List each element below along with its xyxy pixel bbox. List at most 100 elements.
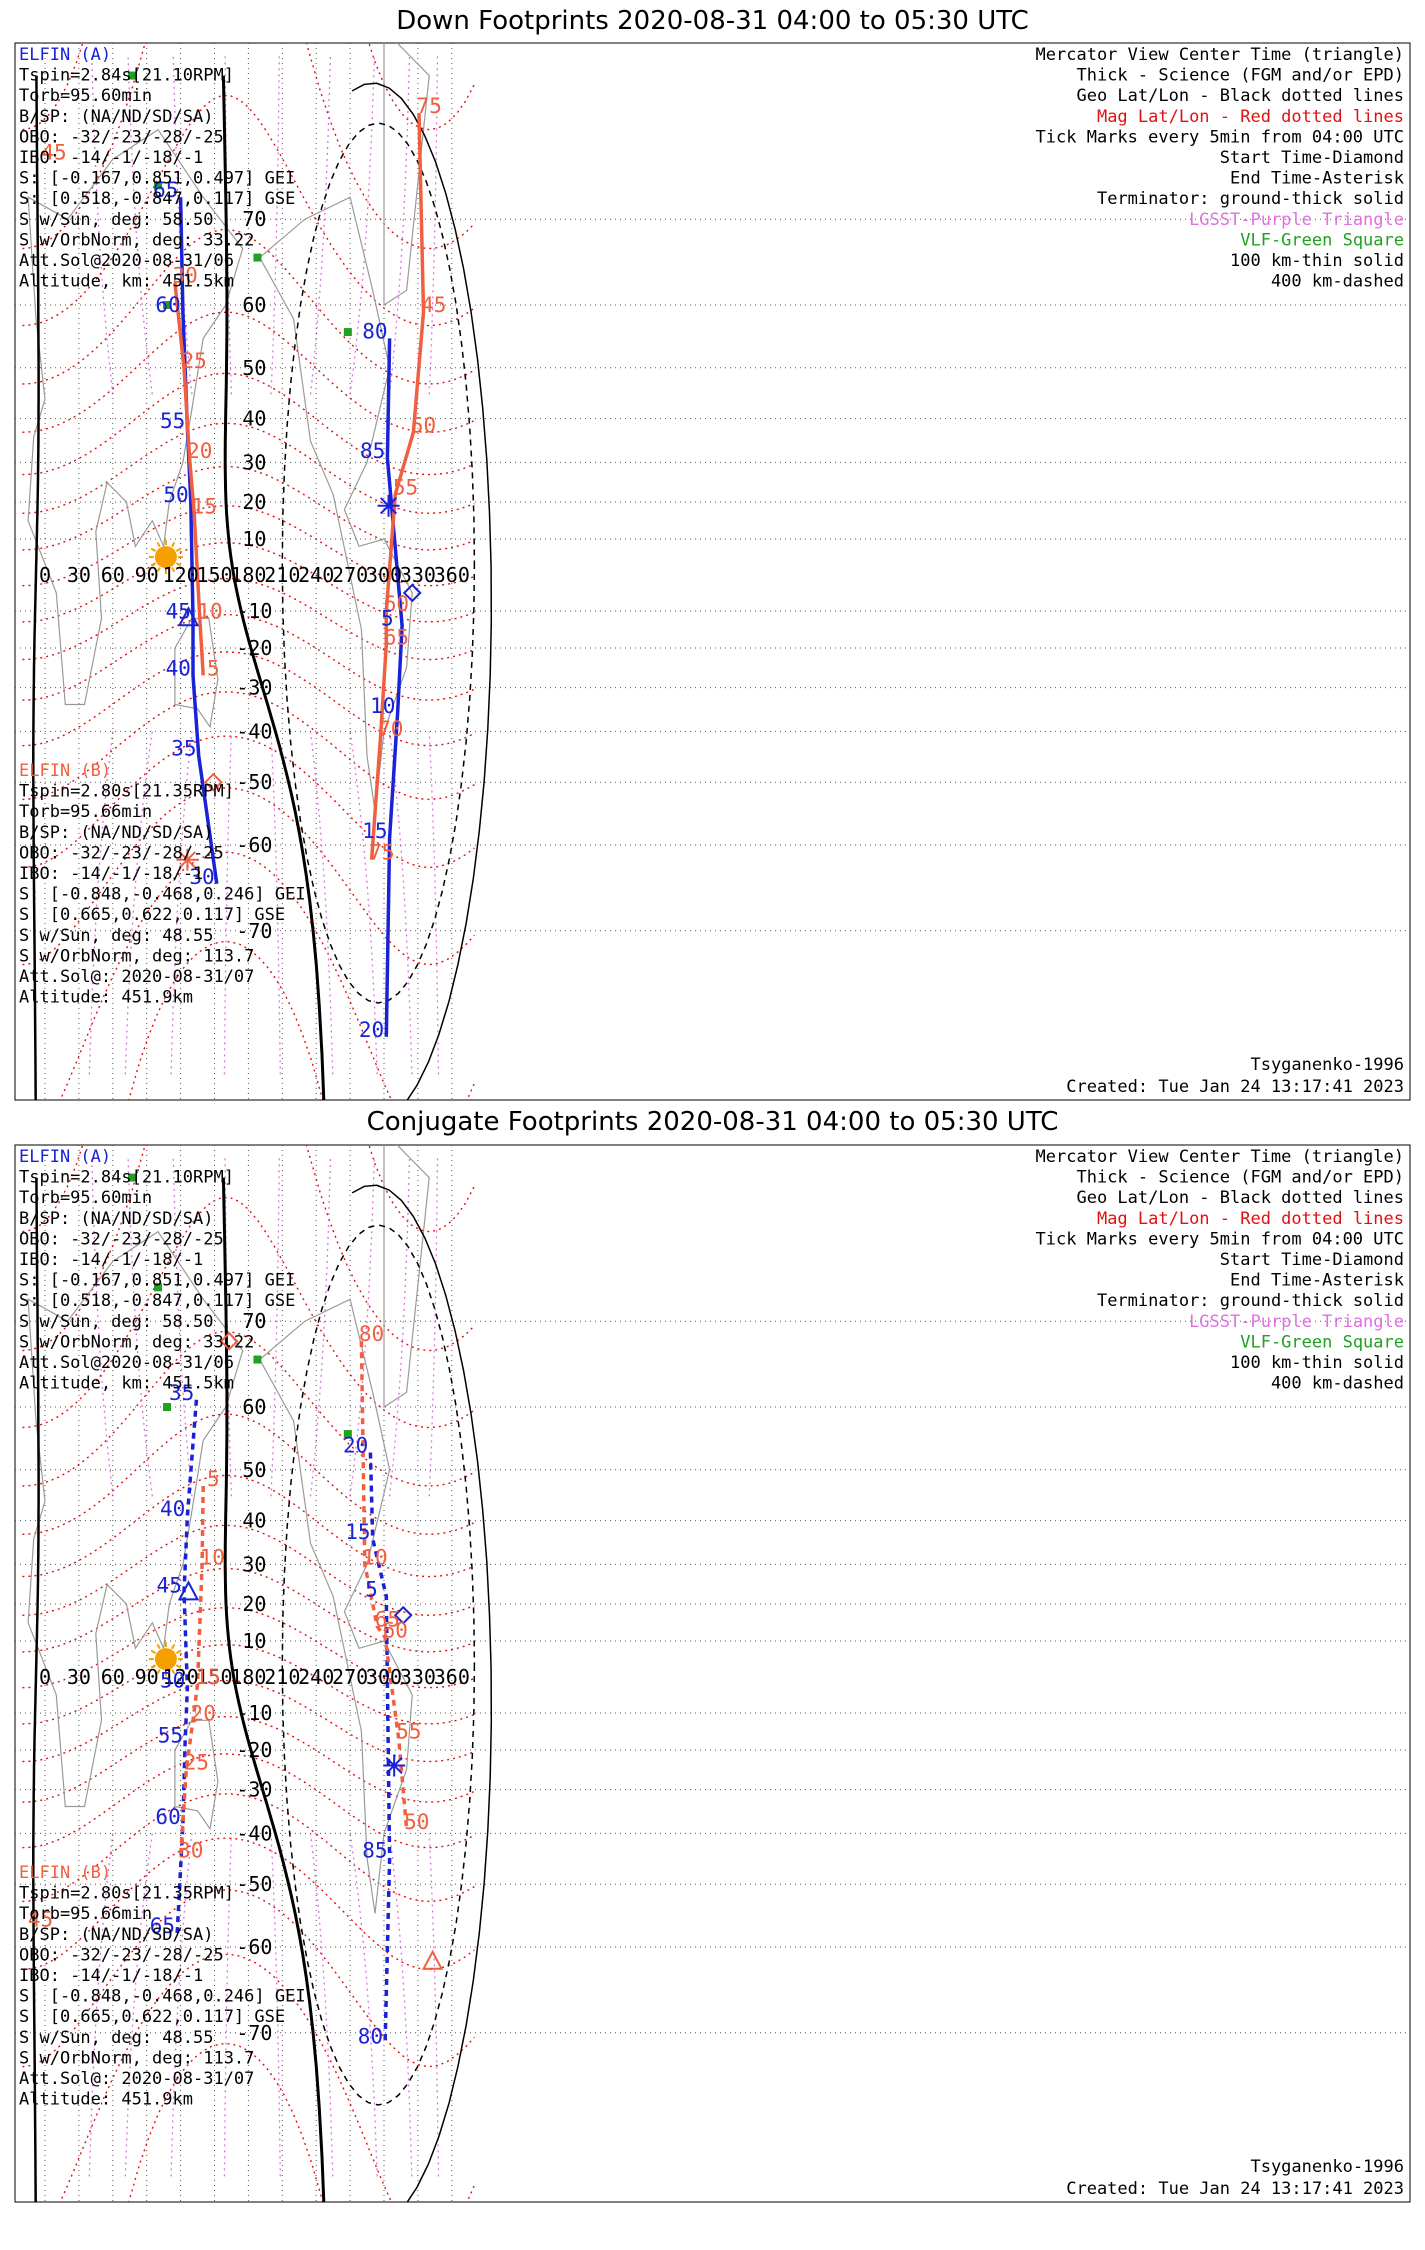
elfin-a-track	[178, 197, 219, 885]
lat-label: -30	[236, 676, 272, 700]
mag-lat-line	[22, 311, 475, 434]
legend-item: LGSST-Purple Triangle	[1189, 1312, 1404, 1332]
lon-label: 0	[39, 563, 51, 587]
mag-lat-line	[22, 465, 475, 551]
legend-item: Mag Lat/Lon - Red dotted lines	[1097, 107, 1404, 127]
map-frame	[14, 42, 1411, 1101]
sun-ray	[175, 1649, 182, 1654]
legend-item: End Time-Asterisk	[1230, 169, 1404, 189]
mag-lat-line	[22, 43, 475, 250]
mag-lat-line	[22, 1889, 475, 2068]
coastline	[383, 43, 430, 307]
lat-label: 70	[242, 207, 266, 231]
elfin-a-info: IBO: -14/-1/-18/-1	[19, 148, 203, 168]
mag-lat-label: 30	[172, 264, 197, 288]
terminator-ground	[221, 1177, 326, 2202]
elfin-a-info: Altitude, km: 451.5km	[19, 272, 234, 292]
legend-item: Mercator View Center Time (triangle)	[1036, 1147, 1404, 1167]
coastline	[258, 196, 413, 812]
lat-label: -70	[236, 919, 272, 943]
elfin-b-info: Altitude: 451.9km	[19, 2090, 193, 2110]
track-tick-label: 65	[153, 178, 178, 202]
created-timestamp: Created: Tue Jan 24 13:17:41 2023	[1066, 1077, 1404, 1097]
elfin-b-info: S w/OrbNorm, deg: 113.7	[19, 946, 254, 966]
elfin-b-info: Tspin=2.80s[21.35RPM]	[19, 1884, 234, 1904]
lat-label: 10	[242, 527, 266, 551]
sun-ray	[171, 1668, 176, 1675]
asterisk-stroke	[380, 497, 398, 515]
elfin-b-track	[173, 282, 205, 676]
legend-item: Terminator: ground-thick solid	[1097, 1291, 1404, 1311]
mag-lat-label: 15	[195, 1665, 220, 1689]
elfin-b-name: ELFIN (B)	[19, 1863, 111, 1883]
mag-lat-line	[22, 95, 475, 327]
mag-lon-line	[124, 731, 153, 1075]
mag-lon-line	[170, 731, 193, 1075]
elfin-b-info: S: [-0.848,-0.468,0.246] GEI	[19, 885, 306, 905]
sun-ray	[171, 541, 176, 548]
legend-item: Mercator View Center Time (triangle)	[1036, 45, 1404, 65]
terminator-100km	[351, 1184, 493, 2202]
legend-item: Thick - Science (FGM and/or EPD)	[1076, 66, 1404, 86]
legend-item: VLF-Green Square	[1240, 230, 1404, 250]
track-tick-label: 5	[365, 1577, 378, 1601]
elfin-a-info: Torb=95.60min	[19, 1188, 152, 1208]
elfin-a-info: S: [-0.167,0.851,0.497] GEI	[19, 169, 295, 189]
elfin-a-info: S w/Sun, deg: 58.50	[19, 210, 213, 230]
elfin-a-info: S: [0.518,-0.847,0.117] GSE	[19, 1291, 295, 1311]
elfin-b-info: B/SP: (NA/ND/SD/SA)	[19, 823, 213, 843]
sun-disk	[154, 546, 177, 569]
map-panel-down	[14, 42, 1411, 1101]
map-content	[15, 43, 1410, 1100]
sun-icon	[148, 540, 183, 575]
mag-lat-label: 60	[384, 592, 409, 616]
lat-label: -50	[236, 1872, 272, 1896]
legend-item: 400 km-dashed	[1271, 1374, 1404, 1394]
mag-lat-label: 5	[207, 656, 220, 680]
lon-label: 0	[39, 1665, 51, 1689]
track-tick-label: 65	[150, 1914, 175, 1938]
mag-lat-line	[22, 422, 475, 515]
lon-label: 60	[101, 563, 125, 587]
track-tick-label: 10	[370, 694, 395, 718]
lon-label: 240	[298, 1665, 334, 1689]
track-tick-label: 20	[359, 1018, 384, 1042]
sun-ray	[156, 566, 161, 573]
track-tick-label: 80	[362, 319, 387, 343]
elfin-a-info: Torb=95.60min	[19, 86, 152, 106]
mag-lat-label: 25	[184, 1750, 209, 1774]
elfin-b-info: Torb=95.66min	[19, 802, 152, 822]
model-name: Tsyganenko-1996	[1250, 2157, 1404, 2177]
track-tick-label: 85	[360, 439, 385, 463]
lat-label: 50	[242, 356, 266, 380]
lat-label: 20	[242, 490, 266, 514]
sun-ray	[150, 562, 157, 567]
green-square-icon	[253, 1355, 262, 1364]
lat-label: 70	[242, 1309, 266, 1333]
lat-label: 40	[242, 1509, 266, 1533]
elfin-a-track	[384, 338, 404, 1037]
mag-lat-label: 55	[396, 1720, 421, 1744]
lon-label: 210	[264, 1665, 300, 1689]
elfin-b-track	[369, 113, 426, 860]
mag-lat-label: 25	[182, 349, 207, 373]
lon-label: 300	[366, 563, 402, 587]
map-content	[15, 1145, 1410, 2202]
mag-lat-line	[22, 735, 475, 869]
legend-item: Thick - Science (FGM and/or EPD)	[1076, 1168, 1404, 1188]
down-footprints-title: Down Footprints 2020-08-31 04:00 to 05:3…	[396, 6, 1029, 36]
sun-ray	[150, 1664, 157, 1669]
lon-label: 150	[196, 1665, 232, 1689]
elfin-b-info: S: [0.665,0.622,0.117] GSE	[19, 2007, 285, 2027]
sun-ray	[171, 1643, 176, 1650]
lat-label: 50	[242, 1458, 266, 1482]
lon-label: 240	[298, 563, 334, 587]
lon-label: 270	[332, 1665, 368, 1689]
mag-lat-label: 60	[383, 1618, 408, 1642]
track-tick-label: 40	[160, 1497, 185, 1521]
lon-label: 270	[332, 563, 368, 587]
lat-label: 30	[242, 450, 266, 474]
elfin-a-name: ELFIN (A)	[19, 45, 111, 65]
terminator-400km	[281, 1224, 476, 2106]
track-tick-label: 50	[163, 483, 188, 507]
